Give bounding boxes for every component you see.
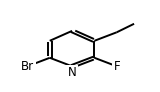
Text: Br: Br xyxy=(21,60,34,73)
Text: N: N xyxy=(68,66,76,79)
Text: F: F xyxy=(113,60,120,73)
